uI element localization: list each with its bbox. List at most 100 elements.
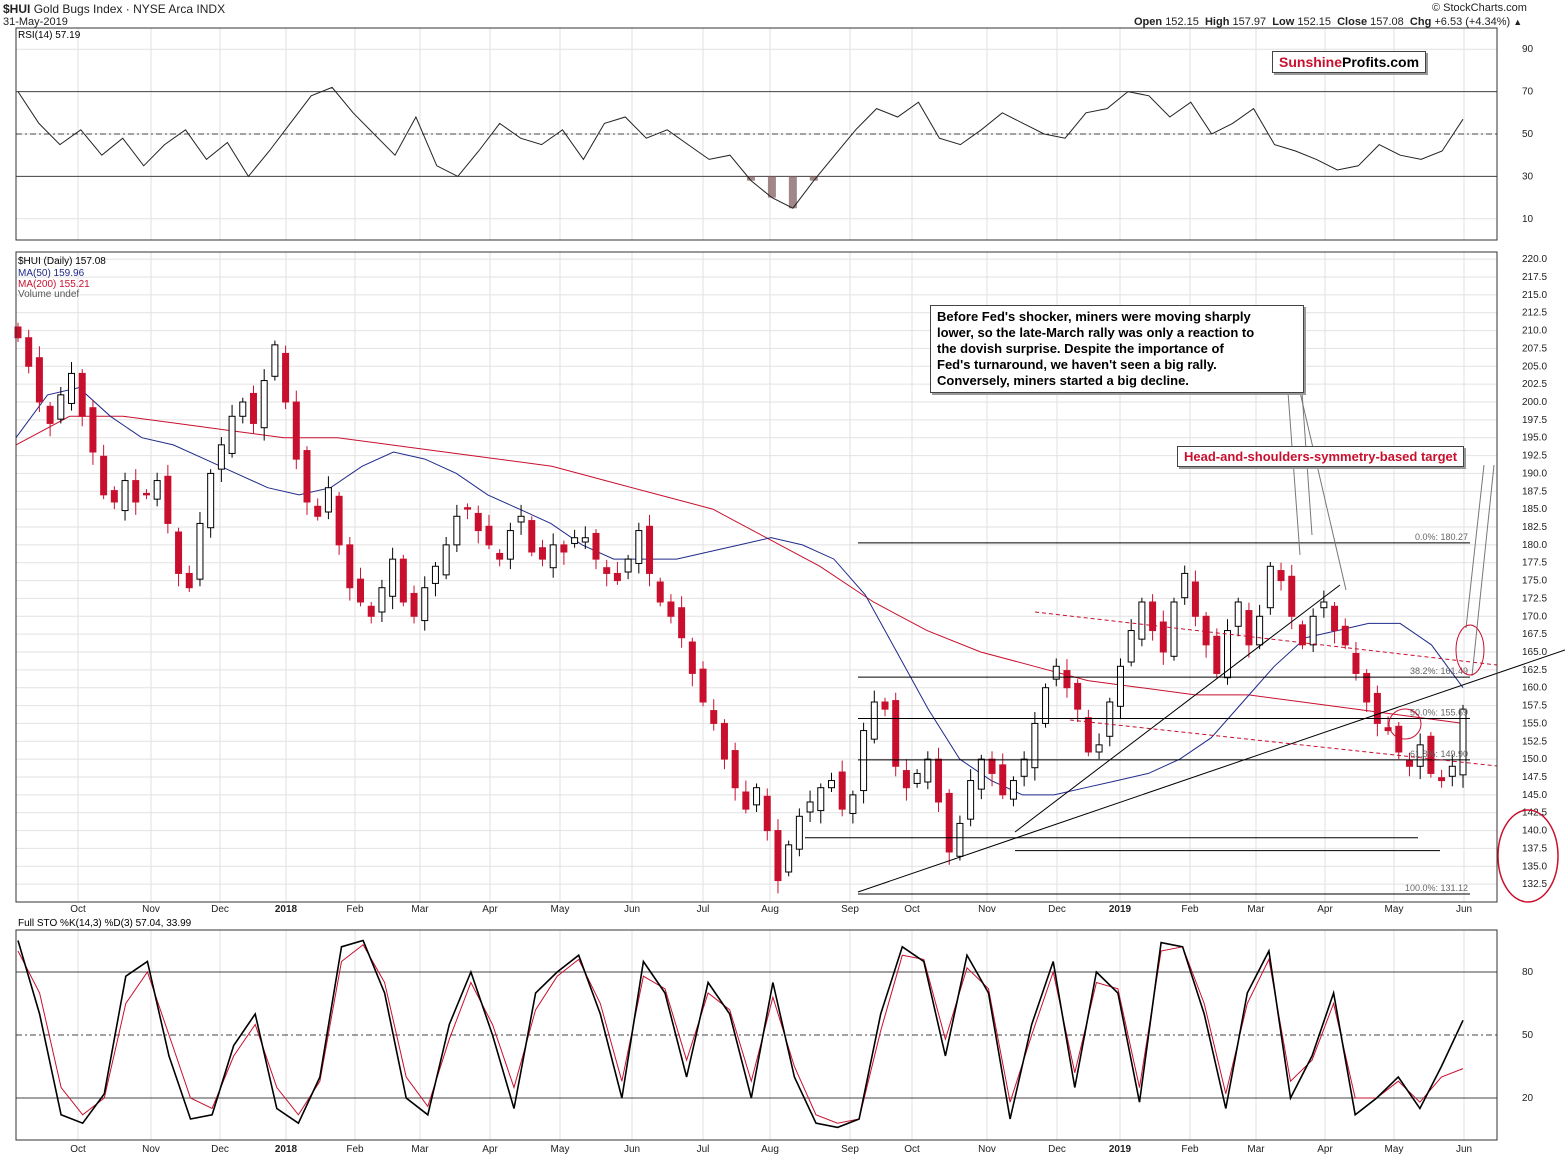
sto-y-tick: 80 <box>1522 967 1534 978</box>
candle-body <box>110 490 118 503</box>
candle-body <box>1074 682 1082 710</box>
candle-body <box>1042 687 1050 724</box>
x-tick-label: Sep <box>841 904 859 915</box>
x-tick-label: 2018 <box>275 904 298 915</box>
up-arrow-icon: ▲ <box>1513 17 1523 27</box>
chg-value: +6.53 (+4.34%) <box>1434 16 1511 28</box>
price-y-tick: 152.5 <box>1522 736 1547 747</box>
x-tick-label: Apr <box>1317 1144 1333 1155</box>
x-tick-label: Nov <box>978 904 996 915</box>
candle-body <box>870 701 878 740</box>
candle-body <box>217 444 225 470</box>
x-tick-label: Feb <box>346 1144 364 1155</box>
callout-pointer <box>1299 391 1347 591</box>
x-tick-label: Jul <box>697 1144 710 1155</box>
x-tick-label: 2019 <box>1109 1144 1132 1155</box>
candle-body <box>635 530 643 564</box>
x-tick-label: May <box>1385 1144 1404 1155</box>
candle-body <box>1341 625 1349 646</box>
price-y-tick: 200.0 <box>1522 397 1547 408</box>
price-y-tick: 167.5 <box>1522 629 1547 640</box>
candle-body <box>282 352 290 403</box>
logo-part1: Sunshine <box>1279 54 1343 70</box>
candle-body <box>249 392 257 424</box>
candle-body <box>153 480 161 500</box>
candle-body <box>1116 665 1124 707</box>
ma200-legend: MA(200) 155.21 <box>18 279 90 290</box>
candle-body <box>1149 601 1157 632</box>
candle-body <box>774 830 782 882</box>
candle-body <box>560 544 568 553</box>
candle-body <box>688 641 696 674</box>
candle-body <box>1427 735 1435 774</box>
candle-body <box>924 758 932 783</box>
candle-body <box>892 700 900 767</box>
candle-body <box>656 581 664 603</box>
candle-body <box>453 515 461 546</box>
candle-body <box>1256 615 1264 646</box>
rsi-panel: 10 30 50 70 90 <box>15 27 1534 241</box>
candle-body <box>1170 601 1178 657</box>
price-y-tick: 180.0 <box>1522 540 1547 551</box>
shoulder-ellipse <box>1388 708 1422 740</box>
price-y-tick: 147.5 <box>1522 772 1547 783</box>
candle-body <box>795 815 803 850</box>
candle-body <box>1202 615 1210 646</box>
symbol: $HUI <box>3 2 31 16</box>
candle-body <box>881 701 889 710</box>
price-y-tick: 215.0 <box>1522 290 1547 301</box>
x-tick-label: Mar <box>411 904 429 915</box>
stochastic-legend-text: Full STO %K(14,3) %D(3) 57.04, 33.99 <box>18 918 192 929</box>
x-tick-label: Nov <box>142 904 160 915</box>
price-y-tick: 145.0 <box>1522 790 1547 801</box>
candle-body <box>1352 652 1360 674</box>
candle-body <box>68 372 76 404</box>
candle-body <box>678 607 686 639</box>
price-y-tick: 172.5 <box>1522 593 1547 604</box>
candle-body <box>464 507 472 510</box>
candle-body <box>1438 777 1446 782</box>
candle-body <box>142 492 150 496</box>
x-tick-label: Feb <box>1181 904 1199 915</box>
candle-body <box>239 401 247 417</box>
stochastic-legend: Full STO %K(14,3) %D(3) 57.04, 33.99 <box>18 918 191 929</box>
callout-pointer <box>1471 464 1495 677</box>
candle-body <box>1191 581 1199 617</box>
candle-body <box>228 415 236 454</box>
candle-body <box>571 537 579 544</box>
candle-body <box>581 537 589 543</box>
price-y-tick: 212.5 <box>1522 308 1547 319</box>
candle-body <box>1084 717 1092 753</box>
candle-body <box>1320 601 1328 609</box>
candle-body <box>517 515 525 523</box>
price-y-tick: 192.5 <box>1522 451 1547 462</box>
candle-body <box>14 326 22 339</box>
price-y-tick: 217.5 <box>1522 272 1547 283</box>
price-y-tick: 187.5 <box>1522 486 1547 497</box>
x-tick-label: 2019 <box>1109 904 1132 915</box>
candle-body <box>389 558 397 597</box>
x-tick-label: Mar <box>411 1144 429 1155</box>
candle-body <box>753 787 761 806</box>
ohlc-readout: Open 152.15 High 157.97 Low 152.15 Close… <box>1134 16 1522 28</box>
x-tick-label: Dec <box>211 1144 229 1155</box>
chart-date: 31-May-2019 <box>3 16 68 28</box>
candle-body <box>1138 601 1146 640</box>
candle-body <box>988 758 996 774</box>
candle-body <box>78 372 86 417</box>
candle-body <box>849 794 857 814</box>
fibonacci-label: 61.8%: 149.90 <box>1410 749 1468 759</box>
candle-body <box>1395 725 1403 753</box>
x-tick-label: Nov <box>978 1144 996 1155</box>
x-tick-label: May <box>551 1144 570 1155</box>
candle-body <box>496 552 504 560</box>
candle-body <box>196 522 204 580</box>
candle-body <box>1277 570 1285 582</box>
candle-body <box>1127 630 1135 663</box>
callout-pointer <box>1287 391 1301 556</box>
candle-body <box>506 530 514 560</box>
price-frame <box>15 251 1498 903</box>
candle-body <box>89 407 97 453</box>
candle-body <box>603 567 611 574</box>
x-tick-label: Oct <box>904 904 920 915</box>
